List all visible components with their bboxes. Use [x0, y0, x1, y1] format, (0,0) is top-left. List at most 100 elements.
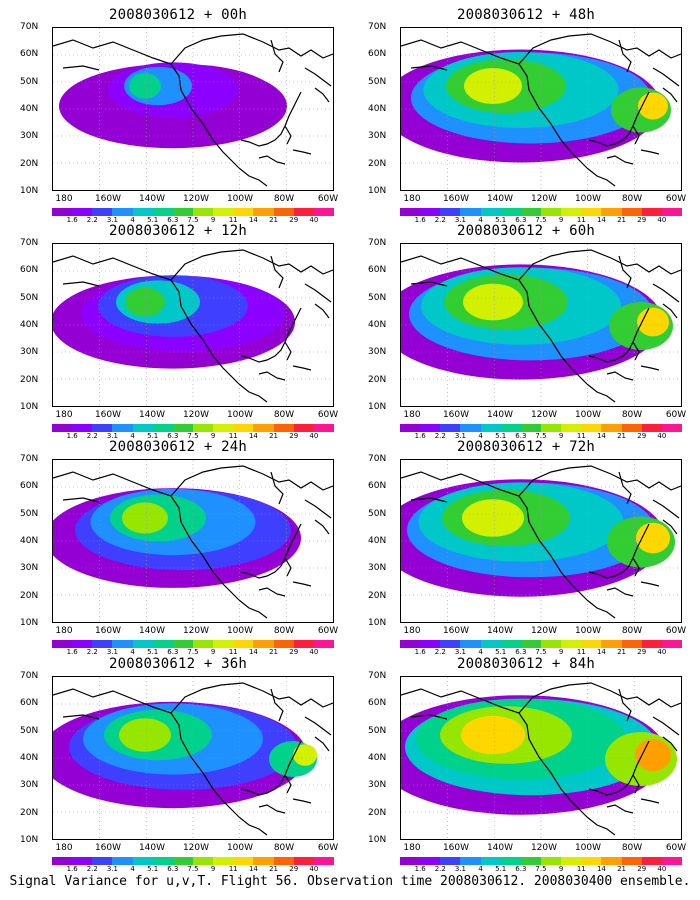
longitude-label: 80W — [621, 194, 643, 204]
variance-map — [52, 243, 334, 407]
colorbar-tick-label: 11 — [576, 865, 586, 873]
longitude-label: 80W — [273, 843, 295, 853]
colorbar-swatch — [460, 857, 481, 865]
colorbar-tick-label: 40 — [657, 216, 667, 224]
colorbar-tick-label: 40 — [309, 648, 319, 656]
colorbar-tick-label: 14 — [248, 648, 258, 656]
variance-field — [53, 488, 333, 622]
colorbar-tick-label: 21 — [269, 865, 279, 873]
colorbar-swatch — [621, 857, 642, 865]
coastline — [401, 249, 681, 403]
variance-field — [401, 479, 681, 622]
colorbar-tick-label: 21 — [617, 216, 627, 224]
colorbar-tick-label: 4 — [130, 432, 135, 440]
colorbar-swatch — [253, 640, 274, 648]
colorbar-tick-label: 14 — [596, 432, 606, 440]
colorbar-tick-label: 3.1 — [454, 648, 466, 656]
coastline — [53, 33, 333, 187]
map-canvas — [53, 244, 333, 406]
colorbar-swatch — [72, 208, 93, 216]
latitude-label: 10N — [20, 835, 39, 845]
colorbar-tick-label: 29 — [637, 865, 647, 873]
longitude-label: 80W — [621, 626, 643, 636]
colorbar-swatch — [400, 857, 421, 865]
variance-map — [52, 676, 334, 840]
longitude-label: 160W — [94, 843, 122, 853]
forecast-panel: 2008030612 + 12h 70N 60N 50N 40N 30N 20N 10N 180… — [18, 222, 338, 440]
low-variance-area — [591, 814, 681, 839]
colorbar-labels: 1.6 2.2 3.1 4 5.1 6.3 7.5 9 11 14 21 29 40 — [400, 865, 682, 874]
latitude-label: 70N — [368, 238, 387, 248]
latitude-label: 40N — [368, 104, 387, 114]
colorbar-tick-label: 3.1 — [454, 865, 466, 873]
colorbar-tick-label: 3.1 — [106, 216, 118, 224]
longitude-label: 160W — [442, 410, 470, 420]
figure-caption: Signal Variance for u,v,T. Flight 56. Ob… — [9, 874, 691, 889]
longitude-label: 180 — [403, 843, 421, 853]
colorbar-tick-label: 6.3 — [167, 432, 179, 440]
colorbar-tick-label: 11 — [228, 648, 238, 656]
map-canvas — [53, 677, 333, 839]
colorbar-tick-label: 29 — [289, 432, 299, 440]
longitude-label: 180 — [403, 410, 421, 420]
colorbar-tick-label: 14 — [596, 865, 606, 873]
longitude-label: 140W — [138, 626, 166, 636]
colorbar-swatch — [420, 208, 441, 216]
colorbar-swatch — [621, 208, 642, 216]
colorbar-tick-label: 40 — [657, 648, 667, 656]
colorbar-swatch — [192, 857, 214, 865]
variance-map — [400, 27, 682, 191]
colorbar-swatch — [581, 640, 602, 648]
latitude-label: 70N — [368, 671, 387, 681]
latitude-label: 50N — [368, 292, 387, 303]
latitude-label: 10N — [20, 186, 39, 196]
colorbar-swatch — [72, 424, 93, 432]
colorbar-tick-label: 9 — [210, 865, 216, 873]
colorbar-swatch — [581, 857, 602, 865]
longitude-label: 120W — [182, 194, 210, 204]
forecast-panel: 2008030612 + 48h 70N 60N 50N 40N 30N 20N 10N 180… — [366, 6, 686, 224]
graticule — [401, 244, 681, 406]
colorbar-tick-label: 29 — [289, 216, 299, 224]
variance-map — [400, 459, 682, 623]
colorbar-tick-label: 29 — [637, 432, 647, 440]
colorbar-tick-label: 3.1 — [454, 432, 466, 440]
colorbar-tick-label: 7.5 — [535, 648, 547, 656]
latitude-label: 20N — [368, 807, 387, 818]
colorbar-tick-label: 6.3 — [515, 865, 527, 873]
variance-contour — [129, 73, 161, 99]
colorbar-tick-label: 6.3 — [515, 216, 527, 224]
variance-contour — [119, 718, 171, 752]
graticule — [53, 28, 333, 190]
colorbar-swatch — [172, 424, 193, 432]
low-variance-area — [243, 593, 333, 622]
colorbar-swatch — [460, 640, 481, 648]
latitude-label: 70N — [368, 22, 387, 32]
latitude-label: 50N — [368, 725, 387, 736]
colorbar-tick-label: 1.6 — [414, 216, 426, 224]
latitude-label: 30N — [368, 131, 387, 142]
colorbar-swatch — [561, 857, 582, 865]
colorbar-swatch — [233, 208, 254, 216]
colorbar-labels: 1.6 2.2 3.1 4 5.1 6.3 7.5 9 11 14 21 29 40 — [400, 648, 682, 657]
colorbar-swatch — [92, 640, 113, 648]
variance-field — [401, 264, 681, 406]
colorbar-swatch — [313, 208, 334, 216]
coastline — [53, 682, 333, 836]
colorbar-swatch — [540, 640, 562, 648]
colorbar-tick-label: 11 — [228, 865, 238, 873]
colorbar-tick-label: 1.6 — [66, 648, 78, 656]
longitude-label: 180 — [403, 626, 421, 636]
low-variance-area — [243, 158, 333, 190]
longitude-label: 100W — [226, 843, 254, 853]
latitude-label: 50N — [20, 725, 39, 736]
colorbar-swatch — [561, 208, 582, 216]
colorbar-swatch — [253, 208, 274, 216]
colorbar-swatch — [621, 640, 642, 648]
latitude-label: 20N — [20, 158, 39, 169]
colorbar-tick-label: 6.3 — [515, 432, 527, 440]
longitude-label: 140W — [138, 843, 166, 853]
low-variance-area — [591, 596, 681, 622]
latitude-label: 20N — [20, 590, 39, 601]
colorbar — [400, 857, 682, 865]
